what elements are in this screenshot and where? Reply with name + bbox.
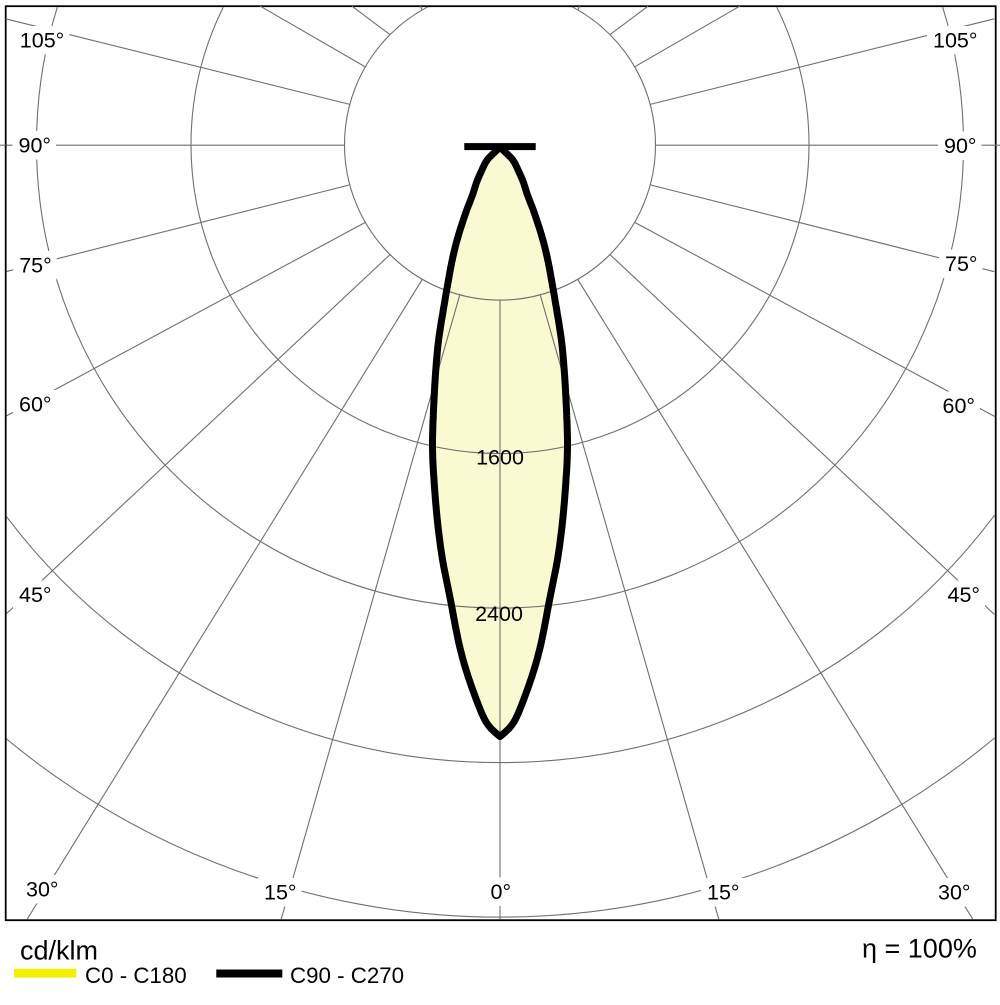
svg-text:η = 100%: η = 100% [862,934,977,964]
svg-text:15°: 15° [264,881,297,905]
svg-text:75°: 75° [19,254,52,278]
svg-text:C90 - C270: C90 - C270 [290,963,404,988]
svg-text:cd/klm: cd/klm [20,936,98,966]
svg-text:60°: 60° [19,393,52,417]
svg-text:30°: 30° [938,881,971,905]
svg-text:45°: 45° [19,583,52,607]
svg-text:2400: 2400 [475,602,523,626]
svg-text:45°: 45° [948,583,981,607]
svg-text:60°: 60° [943,394,976,418]
svg-text:105°: 105° [933,29,977,53]
svg-text:1600: 1600 [476,446,524,470]
svg-text:90°: 90° [944,134,977,158]
svg-text:90°: 90° [19,134,52,158]
svg-text:0°: 0° [491,880,512,904]
svg-text:15°: 15° [707,881,740,905]
svg-text:30°: 30° [26,878,59,902]
svg-text:105°: 105° [20,29,64,53]
svg-text:C0 - C180: C0 - C180 [85,963,187,988]
svg-text:75°: 75° [945,252,978,276]
